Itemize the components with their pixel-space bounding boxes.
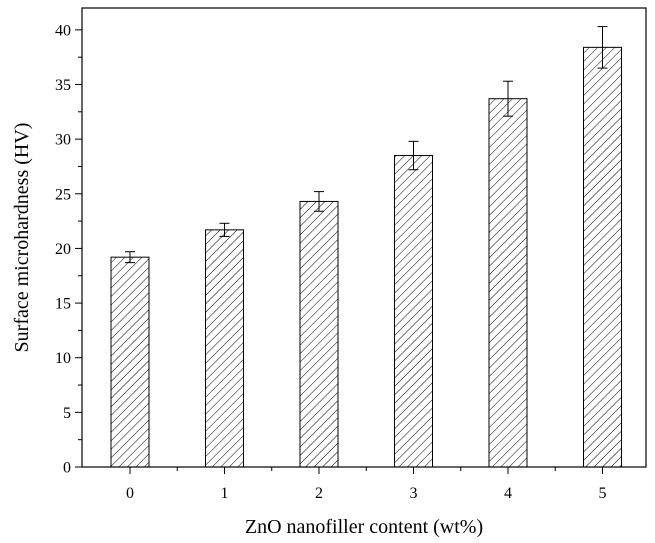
x-tick-label: 4 (504, 485, 512, 502)
y-tick-label: 30 (55, 132, 71, 149)
x-tick-label: 0 (126, 485, 134, 502)
bars-group (110, 46, 622, 468)
error-bar-0 (125, 251, 135, 264)
bar-1 (205, 229, 244, 468)
x-axis-label: ZnO nanofiller content (wt%) (245, 516, 483, 538)
y-axis-label: Surface microhardness (HV) (11, 123, 33, 353)
y-tick-label: 20 (55, 241, 71, 258)
y-axis-ticks: 0 5 10 15 20 25 30 35 40 (55, 22, 82, 477)
error-bar-2 (314, 191, 324, 212)
x-tick-label: 1 (221, 485, 229, 502)
y-tick-label: 10 (55, 350, 71, 367)
error-bar-3 (408, 140, 419, 171)
y-tick-label: 35 (55, 77, 71, 94)
bar-0 (110, 256, 150, 468)
error-bars-group (125, 26, 608, 264)
error-bar-1 (219, 222, 230, 237)
error-bar-5 (597, 26, 608, 69)
x-tick-label: 5 (599, 485, 607, 502)
x-axis-ticks: 0 1 2 3 4 5 (126, 467, 607, 502)
y-tick-label: 25 (55, 186, 71, 203)
plot-frame (81, 7, 647, 468)
bar-5 (583, 46, 622, 468)
y-tick-label: 5 (63, 405, 71, 422)
error-bar-4 (503, 80, 513, 117)
x-tick-label: 3 (410, 485, 418, 502)
bar-2 (299, 200, 339, 468)
y-tick-label: 0 (63, 460, 71, 477)
y-tick-label: 15 (55, 296, 71, 313)
bar-3 (394, 155, 433, 468)
x-tick-label: 2 (315, 485, 323, 502)
bar-4 (488, 98, 528, 468)
y-tick-label: 40 (55, 22, 71, 39)
